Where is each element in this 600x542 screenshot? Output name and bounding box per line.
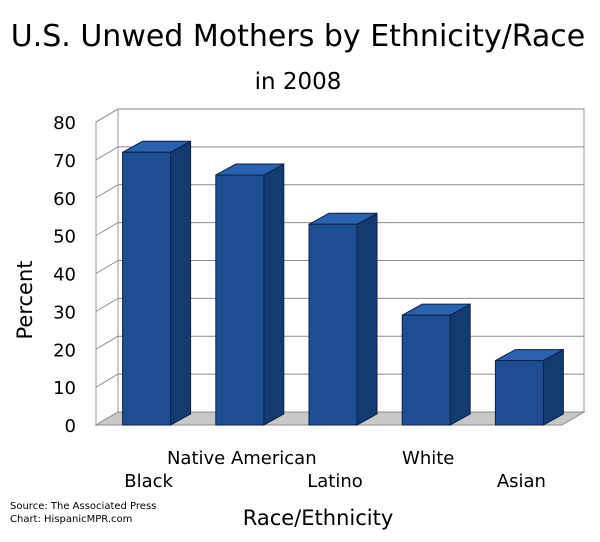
bar: [215, 163, 285, 426]
y-tick-label: 70: [53, 151, 76, 172]
y-tick-label: 20: [53, 340, 76, 361]
bar: [401, 303, 471, 426]
y-tick-label: 80: [53, 113, 76, 134]
y-axis-label: Percent: [13, 260, 37, 339]
bar-front: [215, 174, 265, 426]
source-line-2: Chart: HispanicMPR.com: [10, 514, 132, 525]
y-tick-label: 40: [53, 265, 76, 286]
gridline: [95, 260, 584, 274]
source-line-1: Source: The Associated Press: [10, 501, 156, 512]
bar-side: [263, 163, 285, 426]
y-tick-label: 30: [53, 302, 76, 323]
bar: [122, 140, 192, 426]
x-category-label: Latino: [307, 471, 363, 492]
y-tick-label: 10: [53, 378, 76, 399]
chart-subtitle: in 2008: [255, 69, 342, 95]
y-tick-label: 50: [53, 227, 76, 248]
gridline: [95, 297, 584, 312]
bar-front: [401, 314, 451, 426]
bar-side: [356, 212, 378, 426]
y-tick-label: 60: [53, 189, 76, 210]
bar: [308, 212, 378, 426]
bar-side: [542, 348, 564, 426]
bar-side: [170, 140, 192, 426]
x-category-label: Black: [124, 471, 173, 492]
gridline: [95, 108, 584, 123]
bar-front: [122, 151, 172, 426]
gridline: [95, 146, 584, 161]
bar-front: [308, 223, 358, 426]
bar-side: [449, 303, 471, 426]
bar-front: [494, 360, 544, 426]
x-category-label: Native American: [167, 448, 317, 469]
x-category-label: Asian: [497, 471, 546, 492]
x-axis-label: Race/Ethnicity: [243, 506, 394, 530]
gridline: [95, 184, 584, 199]
gridline: [95, 222, 584, 237]
y-tick-label: 0: [65, 416, 76, 437]
bar: [494, 348, 564, 426]
x-category-label: White: [402, 448, 454, 469]
chart-title: U.S. Unwed Mothers by Ethnicity/Race: [11, 19, 586, 54]
